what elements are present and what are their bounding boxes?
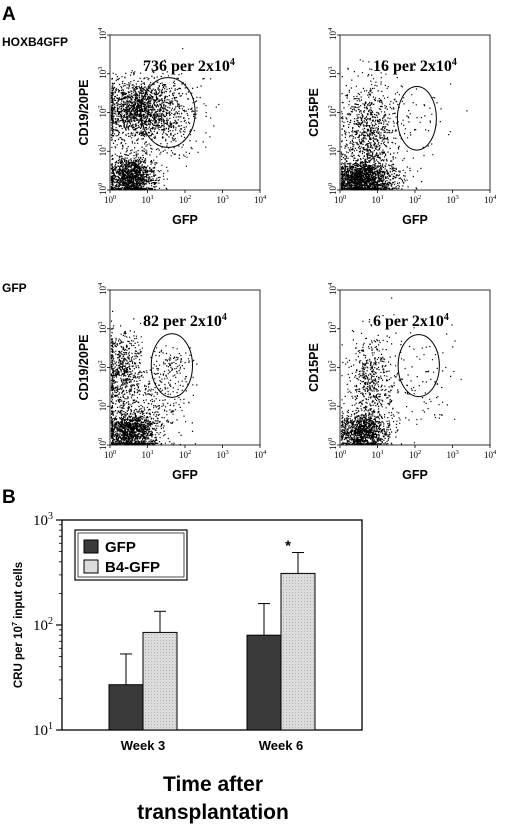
y-tick-label: 104 <box>97 27 108 40</box>
bar-gfp-week-6 <box>246 634 282 731</box>
panel-a-letter: A <box>2 4 16 25</box>
x-tick-label: 100 <box>334 194 346 205</box>
x-tick-label: 103 <box>447 449 459 460</box>
x-tick-label: 102 <box>179 449 191 460</box>
y-axis-title: CD19/20PE <box>77 334 91 400</box>
x-tick-label: 101 <box>372 449 384 460</box>
x-axis-title-line: Time after <box>163 773 263 796</box>
legend-label-gfp: GFP <box>105 539 136 556</box>
legend-inner <box>77 532 185 578</box>
legend-swatch-gfp <box>83 539 99 554</box>
x-category-label: Week 3 <box>121 738 166 753</box>
y-tick-label: 100 <box>97 183 108 195</box>
x-tick-label: 102 <box>409 449 421 460</box>
x-tick-label: 100 <box>104 194 116 205</box>
y-tick-label: 100 <box>327 438 338 450</box>
y-tick-label: 103 <box>327 322 338 334</box>
flow-dots <box>110 310 198 446</box>
gate-count: 736 per 2x104 <box>143 57 235 75</box>
x-tick-label: 104 <box>254 194 267 205</box>
y-tick-label: 103 <box>97 322 108 334</box>
gate-ellipse <box>150 333 193 398</box>
y-tick-label: 102 <box>327 105 338 117</box>
y-tick-label: 103 <box>97 67 108 79</box>
legend-swatch-b4-gfp <box>83 559 99 574</box>
y-tick-label: 102 <box>97 360 108 372</box>
x-axis-title: GFP <box>172 213 198 227</box>
y-tick-label: 102 <box>97 105 108 117</box>
y-tick-label: 104 <box>327 282 338 295</box>
gate-ellipse <box>140 77 196 148</box>
y-tick-label: 104 <box>97 282 108 295</box>
y-tick-label: 104 <box>327 27 338 40</box>
x-axis-title: GFP <box>402 213 428 227</box>
y-tick-label: 103 <box>33 511 53 529</box>
y-tick-label: 102 <box>327 360 338 372</box>
row-label-hoxb4gfp: HOXB4GFP <box>2 35 68 49</box>
y-tick-label: 103 <box>327 67 338 79</box>
bar-chart: 101 102 103 Week 3 Week 6 * GFP B4-GFP CRU per 1… <box>10 511 363 824</box>
gate-count: 82 per 2x104 <box>143 312 227 330</box>
y-tick-label: 101 <box>327 144 338 156</box>
significance-star: * <box>285 538 291 555</box>
gate-ellipse <box>397 334 440 398</box>
x-axis-title: GFP <box>402 468 428 482</box>
gate-count: 16 per 2x104 <box>373 57 457 75</box>
x-tick-label: 103 <box>447 194 459 205</box>
y-tick-label: 101 <box>327 399 338 411</box>
flow-dot-cloud <box>110 48 220 191</box>
x-tick-label: 102 <box>179 194 191 205</box>
y-axis-title: CD15PE <box>307 343 321 392</box>
gate-count: 6 per 2x104 <box>373 312 449 330</box>
x-tick-label: 101 <box>142 194 154 205</box>
y-axis-title: CRU per 107 input cells <box>10 562 25 688</box>
y-tick-label: 101 <box>33 721 53 739</box>
flow-dots <box>110 48 220 191</box>
flow-dots <box>340 59 468 191</box>
gate-ellipse <box>396 86 437 151</box>
x-tick-label: 103 <box>217 194 229 205</box>
x-axis-title: GFP <box>172 468 198 482</box>
y-axis-title: CD15PE <box>307 88 321 137</box>
y-tick-label: 100 <box>327 183 338 195</box>
flow-dot-cloud <box>340 297 462 446</box>
legend-label-b4-gfp: B4-GFP <box>105 559 160 576</box>
row-label-gfp: GFP <box>2 281 27 295</box>
flow-dot-cloud <box>340 59 468 191</box>
flow-dots <box>340 297 462 446</box>
flow-dot-cloud <box>110 310 198 446</box>
x-tick-label: 102 <box>409 194 421 205</box>
panel-b-letter: B <box>2 487 16 508</box>
x-tick-label: 100 <box>334 449 346 460</box>
bar-b4-gfp-week-3 <box>142 631 178 731</box>
x-category-label: Week 6 <box>259 738 304 753</box>
bar-gfp-week-3 <box>108 684 144 731</box>
x-tick-label: 104 <box>484 449 497 460</box>
x-tick-label: 101 <box>372 194 384 205</box>
y-tick-label: 102 <box>33 616 53 634</box>
bar-b4-gfp-week-6 <box>280 572 316 731</box>
y-tick-label: 101 <box>97 144 108 156</box>
x-axis-title-line: transplantation <box>137 801 289 824</box>
x-tick-label: 104 <box>484 194 497 205</box>
y-tick-label: 101 <box>97 399 108 411</box>
y-tick-label: 100 <box>97 438 108 450</box>
x-tick-label: 104 <box>254 449 267 460</box>
x-tick-label: 101 <box>142 449 154 460</box>
y-axis-title: CD19/20PE <box>77 79 91 145</box>
x-tick-label: 100 <box>104 449 116 460</box>
x-tick-label: 103 <box>217 449 229 460</box>
